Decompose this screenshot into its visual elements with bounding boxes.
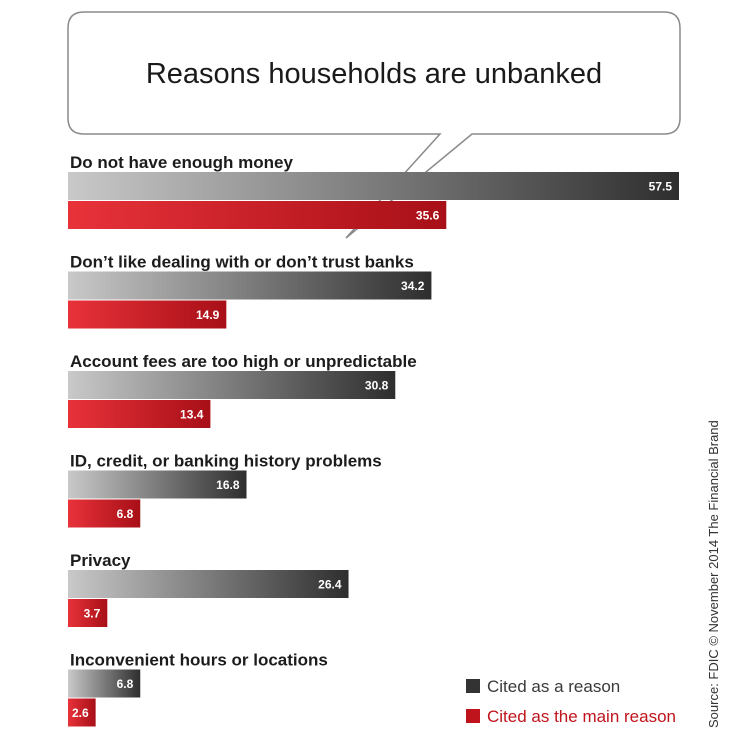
data-label-main: 2.6	[72, 706, 89, 720]
category-label: Don’t like dealing with or don’t trust b…	[70, 253, 414, 272]
bars-layer: Do not have enough money 57.5 35.6 Don’t li…	[68, 153, 679, 727]
data-label-reason: 30.8	[365, 379, 389, 393]
data-label-main: 3.7	[84, 607, 101, 621]
legend-swatch-main	[466, 709, 480, 723]
legend-swatch-reason	[466, 679, 480, 693]
data-label-main: 13.4	[180, 408, 204, 422]
category-label: Do not have enough money	[70, 153, 293, 172]
category-label: ID, credit, or banking history problems	[70, 452, 382, 471]
bar-main	[68, 599, 108, 627]
legend-label-reason: Cited as a reason	[487, 677, 620, 696]
chart-title: Reasons households are unbanked	[146, 58, 602, 90]
bar-main	[68, 400, 211, 428]
data-label-reason: 34.2	[401, 279, 425, 293]
bar-reason	[68, 470, 247, 499]
category-label: Account fees are too high or unpredictab…	[70, 352, 417, 371]
bar-main	[68, 201, 447, 229]
legend-label-main: Cited as the main reason	[487, 707, 676, 726]
data-label-main: 6.8	[117, 507, 134, 521]
data-label-main: 35.6	[416, 209, 440, 223]
bar-main	[68, 300, 227, 329]
bar-reason	[68, 371, 396, 399]
data-label-reason: 57.5	[649, 180, 673, 194]
bar-main	[68, 698, 96, 727]
data-label-reason: 16.8	[216, 478, 240, 492]
bar-reason	[68, 570, 349, 598]
category-label: Inconvenient hours or locations	[70, 651, 328, 670]
data-label-reason: 26.4	[318, 578, 342, 592]
category-label: Privacy	[70, 551, 131, 570]
bar-reason	[68, 271, 432, 300]
source-credit: Source: FDIC © November 2014 The Financi…	[706, 420, 721, 728]
data-label-main: 14.9	[196, 308, 220, 322]
data-label-reason: 6.8	[117, 677, 134, 691]
legend: Cited as a reason Cited as the main reas…	[466, 677, 676, 726]
bar-main	[68, 499, 141, 528]
bar-reason	[68, 669, 141, 698]
bar-reason	[68, 172, 679, 200]
